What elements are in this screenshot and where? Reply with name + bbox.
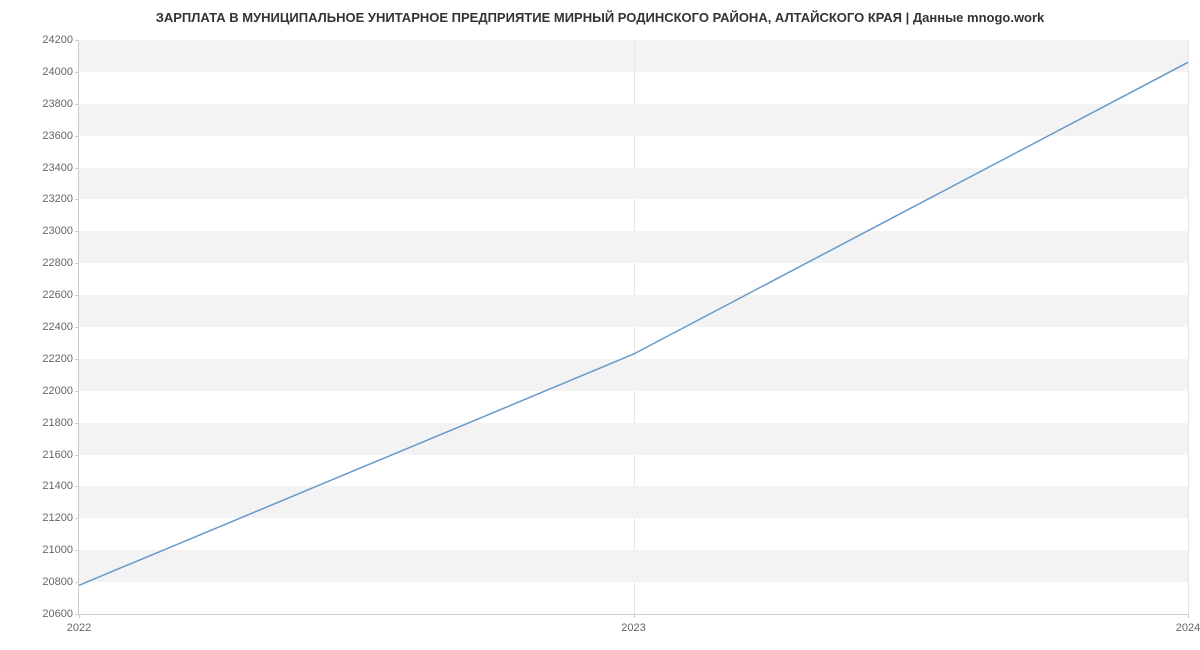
y-tick-label: 22200: [42, 353, 79, 365]
y-tick-mark: [75, 199, 79, 200]
y-tick-mark: [75, 391, 79, 392]
y-tick-label: 24200: [42, 34, 79, 46]
y-tick-label: 20800: [42, 576, 79, 588]
y-tick-mark: [75, 486, 79, 487]
y-tick-mark: [75, 582, 79, 583]
y-tick-label: 21800: [42, 417, 79, 429]
y-tick-mark: [75, 455, 79, 456]
y-tick-label: 22800: [42, 257, 79, 269]
y-tick-label: 21400: [42, 480, 79, 492]
y-tick-label: 21000: [42, 544, 79, 556]
y-tick-mark: [75, 550, 79, 551]
y-tick-label: 23000: [42, 225, 79, 237]
chart-title: ЗАРПЛАТА В МУНИЦИПАЛЬНОЕ УНИТАРНОЕ ПРЕДП…: [0, 0, 1200, 30]
x-tick-mark: [634, 614, 635, 618]
y-tick-mark: [75, 518, 79, 519]
y-tick-label: 23200: [42, 193, 79, 205]
x-tick-mark: [1188, 614, 1189, 618]
y-tick-mark: [75, 263, 79, 264]
y-tick-mark: [75, 359, 79, 360]
line-series: [79, 40, 1188, 614]
y-tick-label: 23600: [42, 130, 79, 142]
y-tick-mark: [75, 295, 79, 296]
y-tick-label: 22600: [42, 289, 79, 301]
y-tick-label: 23800: [42, 98, 79, 110]
y-tick-mark: [75, 168, 79, 169]
y-tick-mark: [75, 72, 79, 73]
y-tick-mark: [75, 423, 79, 424]
y-tick-label: 22000: [42, 385, 79, 397]
y-tick-label: 21600: [42, 449, 79, 461]
plot-area: 2060020800210002120021400216002180022000…: [78, 40, 1188, 615]
salary-chart: ЗАРПЛАТА В МУНИЦИПАЛЬНОЕ УНИТАРНОЕ ПРЕДП…: [0, 0, 1200, 650]
y-tick-mark: [75, 327, 79, 328]
y-tick-label: 22400: [42, 321, 79, 333]
x-tick-mark: [79, 614, 80, 618]
y-tick-mark: [75, 136, 79, 137]
y-tick-mark: [75, 40, 79, 41]
y-tick-label: 21200: [42, 512, 79, 524]
y-tick-label: 23400: [42, 162, 79, 174]
y-tick-mark: [75, 231, 79, 232]
x-grid-line: [1188, 40, 1189, 614]
y-tick-mark: [75, 104, 79, 105]
y-tick-label: 24000: [42, 66, 79, 78]
